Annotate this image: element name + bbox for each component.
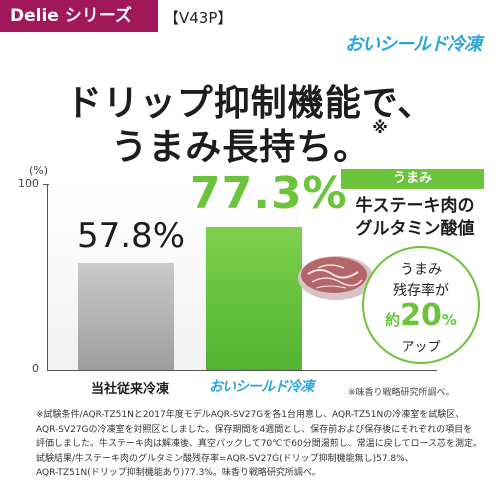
headline-line-2-text: うまみ長持ち。 bbox=[111, 127, 371, 168]
y-axis-line bbox=[47, 184, 48, 370]
steak-meat-image bbox=[298, 256, 374, 300]
bar-value-label-conventional: 57.8% bbox=[76, 216, 185, 256]
model-number: 【V43P】 bbox=[164, 9, 233, 27]
metric-label-line-2: グルタミン酸値 bbox=[355, 219, 475, 239]
y-tick-label-100: 100 bbox=[18, 177, 39, 190]
footnote-line: 評価しました。牛ステーキ肉は解凍後、真空パックして70℃で60分間湯煎し、常温に… bbox=[36, 439, 483, 449]
badge-line-3: 約20% bbox=[362, 298, 480, 333]
category-label-conventional: 当社従来冷凍 bbox=[90, 382, 169, 397]
y-tick-label-0: 0 bbox=[32, 362, 39, 375]
footnote-line: ※試験条件/AQR-TZ51Nと2017年度モデルAQR-SV27Gを各1台用意… bbox=[36, 410, 465, 420]
category-label-oishield: おいシールド冷凍 bbox=[209, 379, 314, 395]
badge-line-2: 残存率が bbox=[393, 283, 449, 299]
metric-label-line-1: 牛ステーキ肉の bbox=[355, 196, 475, 216]
bar-oishield bbox=[206, 226, 302, 370]
badge-value: 20 bbox=[400, 298, 442, 333]
footnote-line: AQR-TZ51N(ドリップ抑制機能あり)77.3%。味香り戦略研究所調べ。 bbox=[36, 468, 321, 478]
badge-prefix: 約 bbox=[385, 311, 401, 329]
source-note: ※味香り戦略研究所調べ。 bbox=[348, 388, 455, 398]
y-axis-unit: (%) bbox=[29, 164, 49, 177]
badge-line-1: うまみ bbox=[400, 262, 442, 278]
umami-tag: うまみ bbox=[341, 169, 484, 189]
footnote: ※試験条件/AQR-TZ51Nと2017年度モデルAQR-SV27Gを各1台用意… bbox=[36, 408, 483, 481]
bar-value-label-oishield: 77.3% bbox=[190, 168, 348, 219]
y-tick-100 bbox=[43, 184, 49, 185]
bar-conventional bbox=[78, 263, 174, 370]
badge-unit: % bbox=[441, 311, 457, 329]
x-axis-line bbox=[47, 370, 437, 371]
retention-badge bbox=[362, 246, 480, 364]
headline-line-1: ドリップ抑制機能で、 bbox=[65, 83, 435, 124]
badge-line-4: アップ bbox=[401, 340, 441, 355]
headline-line-2: うまみ長持ち。 ※ bbox=[0, 118, 500, 170]
footnote-line: AQR-SV27Gの冷凍室を対照区としました。保存期間を4週間とし、保存前および… bbox=[36, 424, 473, 435]
headline-note-mark: ※ bbox=[372, 118, 389, 137]
brand-logo: おいシールド冷凍 bbox=[345, 34, 482, 55]
footnote-line: 試験結果/牛ステーキ肉のグルタミン酸残存率=AQR-SV27G(ドリップ抑制機能… bbox=[36, 453, 414, 464]
series-badge: Delie シリーズ bbox=[0, 0, 158, 32]
